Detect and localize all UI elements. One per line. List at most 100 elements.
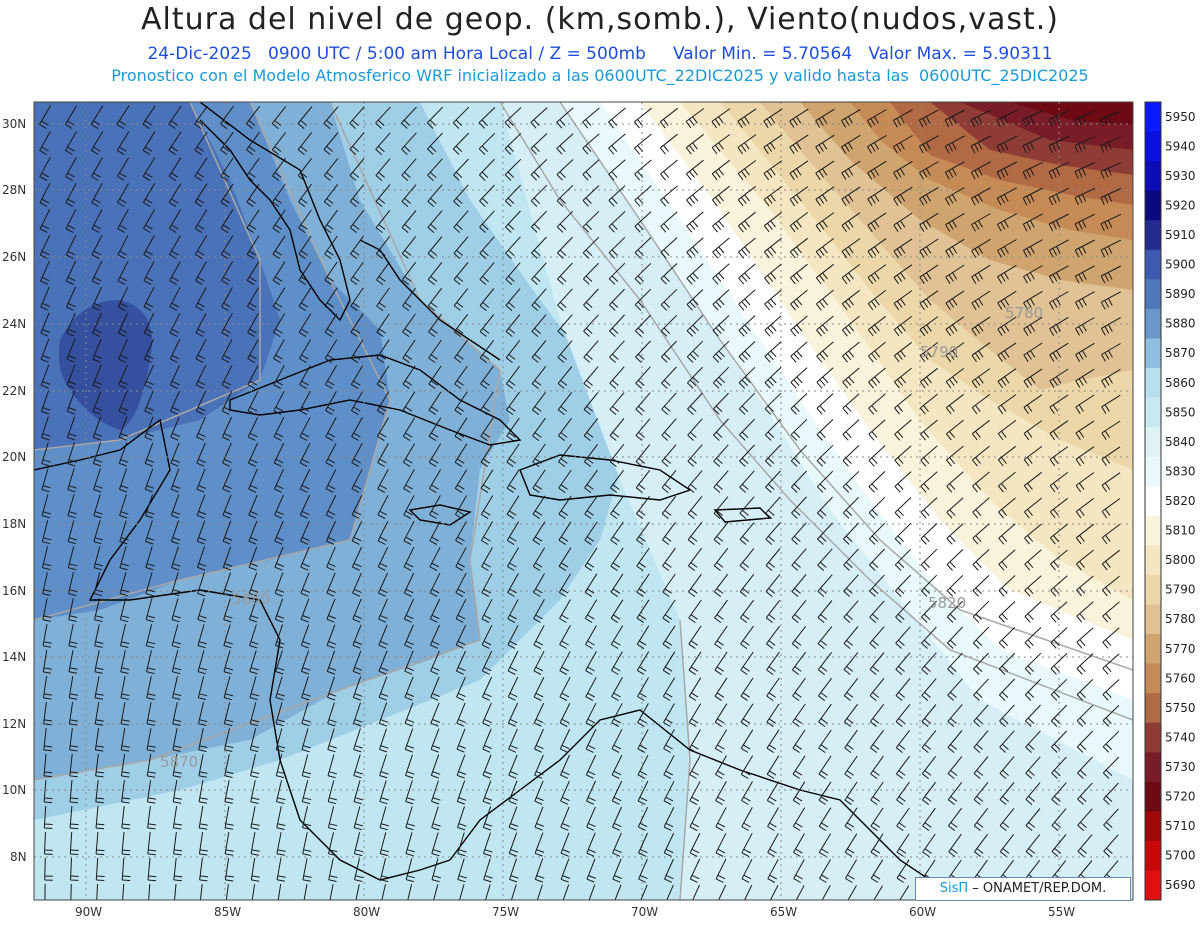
wind-barb [250, 780, 260, 804]
wind-barb [841, 108, 861, 128]
wind-barb [222, 442, 232, 467]
wind-barb [1023, 446, 1043, 467]
wind-barb [196, 468, 206, 493]
wind-barb [90, 105, 104, 129]
wind-barb [531, 262, 547, 285]
colorbar-swatch [1145, 427, 1161, 458]
wind-barb [737, 185, 757, 207]
wind-barb [971, 213, 991, 232]
wind-barb [922, 807, 936, 832]
wind-barb [692, 884, 700, 900]
wind-barb [738, 211, 756, 233]
wind-barb [687, 521, 703, 545]
wind-barb [556, 210, 574, 233]
wind-barb [479, 288, 495, 311]
wind-barb [767, 859, 779, 883]
wind-barb [170, 494, 181, 519]
wind-barb [970, 187, 991, 206]
wind-barb [170, 442, 180, 467]
wind-barb [634, 159, 652, 181]
wind-barb [611, 651, 623, 675]
wind-barb [142, 157, 156, 182]
wind-barb [765, 574, 781, 597]
wind-barb [147, 857, 157, 882]
wind-barb [275, 728, 286, 753]
wind-barb [739, 418, 755, 441]
wind-barb [1022, 135, 1044, 154]
wind-barb [687, 470, 703, 493]
wind-barb [1048, 187, 1070, 206]
wind-barb [275, 650, 285, 675]
wind-barb [198, 780, 208, 804]
wind-barb [816, 315, 834, 337]
wind-barb [1025, 756, 1041, 779]
wind-barb [896, 755, 910, 779]
wind-barb [223, 676, 234, 701]
wind-barb [299, 494, 311, 519]
wind-barb [378, 624, 388, 649]
wind-barb [248, 520, 258, 545]
wind-barb [169, 338, 181, 363]
wind-barb [222, 546, 233, 571]
wind-barb [737, 160, 757, 181]
wind-barb [375, 106, 391, 129]
wind-barb [894, 393, 912, 415]
wind-barb [1023, 342, 1043, 362]
wind-barb [637, 806, 649, 831]
wind-barb [507, 702, 519, 727]
wind-barb [67, 546, 78, 571]
wind-barb [506, 443, 520, 468]
wind-barb [95, 754, 105, 778]
wind-barb [42, 572, 52, 596]
wind-barb [640, 884, 648, 900]
wind-barb [687, 366, 703, 389]
wind-barb [220, 209, 234, 234]
wind-barb [173, 858, 183, 882]
wind-barb [169, 364, 181, 389]
wind-barb [738, 237, 756, 259]
wind-barb [790, 444, 808, 467]
wind-barb [144, 468, 155, 493]
wind-barb [248, 468, 258, 493]
wind-barb [816, 444, 834, 467]
wind-barb [662, 521, 676, 545]
wind-barb [297, 132, 313, 155]
wind-barb [350, 287, 364, 312]
wind-barb [169, 287, 181, 311]
wind-barb [375, 210, 391, 233]
wind-barb [586, 832, 596, 857]
wind-barb [430, 650, 440, 675]
wind-barb [121, 857, 131, 882]
wind-barb [481, 547, 493, 571]
wind-barb [610, 625, 624, 649]
wind-barb [662, 625, 676, 650]
wind-barb [944, 161, 965, 180]
wind-barb [405, 858, 416, 883]
wind-barb [660, 288, 678, 311]
wind-barb [66, 312, 76, 337]
wind-barb [324, 313, 338, 338]
wind-barb [379, 780, 389, 805]
wind-barb [790, 367, 808, 389]
wind-barb [1051, 808, 1067, 831]
wind-barb [921, 755, 937, 779]
wind-barb [842, 315, 860, 337]
wind-barb [117, 235, 129, 259]
wind-barb [507, 650, 519, 675]
wind-barb [1049, 394, 1069, 414]
wind-barb [738, 341, 756, 363]
wind-barb [896, 833, 910, 857]
wind-barb [273, 442, 285, 467]
wind-barb [1075, 472, 1095, 493]
wind-barb [44, 857, 53, 881]
wind-barb [405, 806, 415, 831]
wind-barb [504, 133, 522, 155]
wind-barb [1050, 549, 1068, 571]
wind-barb [508, 832, 519, 857]
wind-barb [1048, 136, 1070, 154]
wind-barb [143, 209, 155, 233]
wind-barb [918, 109, 939, 128]
wind-barb [247, 313, 259, 338]
wind-barb [94, 702, 104, 726]
wind-barb [792, 755, 806, 779]
